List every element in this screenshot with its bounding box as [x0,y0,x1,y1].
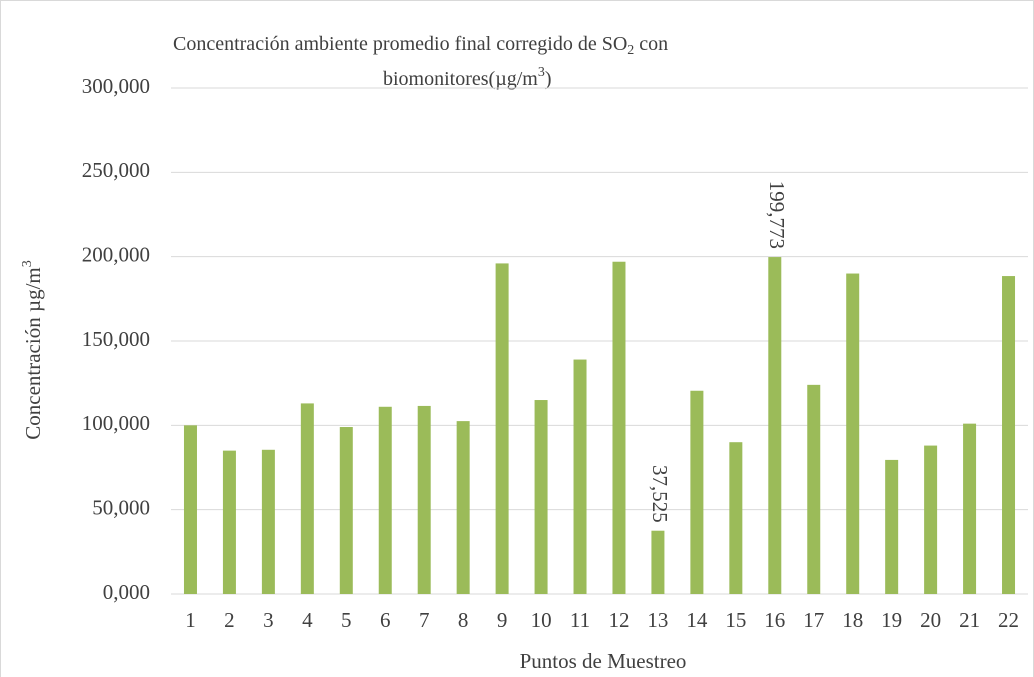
bar [729,442,743,594]
bar [339,427,353,594]
x-axis-label: Puntos de Muestreo [520,649,687,673]
x-tick-label: 11 [570,608,590,632]
bar [183,425,197,594]
bar [612,261,626,594]
bar [963,423,977,594]
bar [885,459,899,594]
data-label: 37,525 [648,465,672,523]
y-tick-label: 100,000 [82,411,150,435]
x-tick-label: 17 [803,608,824,632]
x-tick-label: 12 [608,608,629,632]
x-tick-label: 7 [419,608,430,632]
bar [495,263,509,594]
y-tick-label: 300,000 [82,74,150,98]
bar [378,406,392,594]
x-tick-label: 21 [959,608,980,632]
bar [807,384,821,594]
y-tick-label: 150,000 [82,327,150,351]
x-tick-label: 9 [497,608,508,632]
y-tick-label: 50,000 [92,495,150,519]
x-tick-label: 14 [686,608,708,632]
y-tick-label: 200,000 [82,242,150,266]
x-tick-label: 22 [998,608,1019,632]
bar [846,273,860,594]
bar [651,530,665,594]
bar [417,405,431,594]
x-tick-label: 8 [458,608,469,632]
bar [573,359,587,594]
bar [768,257,782,594]
bar [222,450,236,594]
x-tick-label: 15 [725,608,746,632]
bar [924,445,938,594]
y-axis-label: Concentración µg/m3 [20,260,45,439]
x-tick-label: 3 [263,608,274,632]
x-tick-label: 5 [341,608,352,632]
title-text: Concentración ambiente promedio final co… [173,33,627,55]
x-tick-label: 19 [881,608,902,632]
x-tick-label: 10 [531,608,552,632]
title-text: con [634,33,668,55]
x-tick-label: 4 [302,608,313,632]
bar [1002,276,1016,594]
x-tick-label: 2 [224,608,235,632]
x-tick-label: 16 [764,608,785,632]
y-label-text: Concentración µg/m [21,267,45,439]
bar [690,390,704,594]
y-tick-label: 250,000 [82,158,150,182]
bar [261,449,275,594]
x-tick-label: 1 [185,608,196,632]
bar [456,421,470,594]
title-text: ) [545,68,552,90]
y-label-superscript: 3 [20,260,35,267]
title-text: biomonitores(µg/m [383,68,538,90]
title-subscript: 2 [627,43,634,58]
title-superscript: 3 [538,65,545,80]
x-tick-label: 18 [842,608,863,632]
bar [534,400,548,594]
x-tick-label: 13 [647,608,668,632]
y-tick-label: 0,000 [103,580,150,604]
chart-title: biomonitores(µg/m3) [383,65,552,89]
bar [300,403,314,594]
x-tick-label: 6 [380,608,391,632]
data-label: 199,773 [765,181,789,249]
chart-title: Concentración ambiente promedio final co… [173,33,668,59]
x-tick-label: 20 [920,608,941,632]
